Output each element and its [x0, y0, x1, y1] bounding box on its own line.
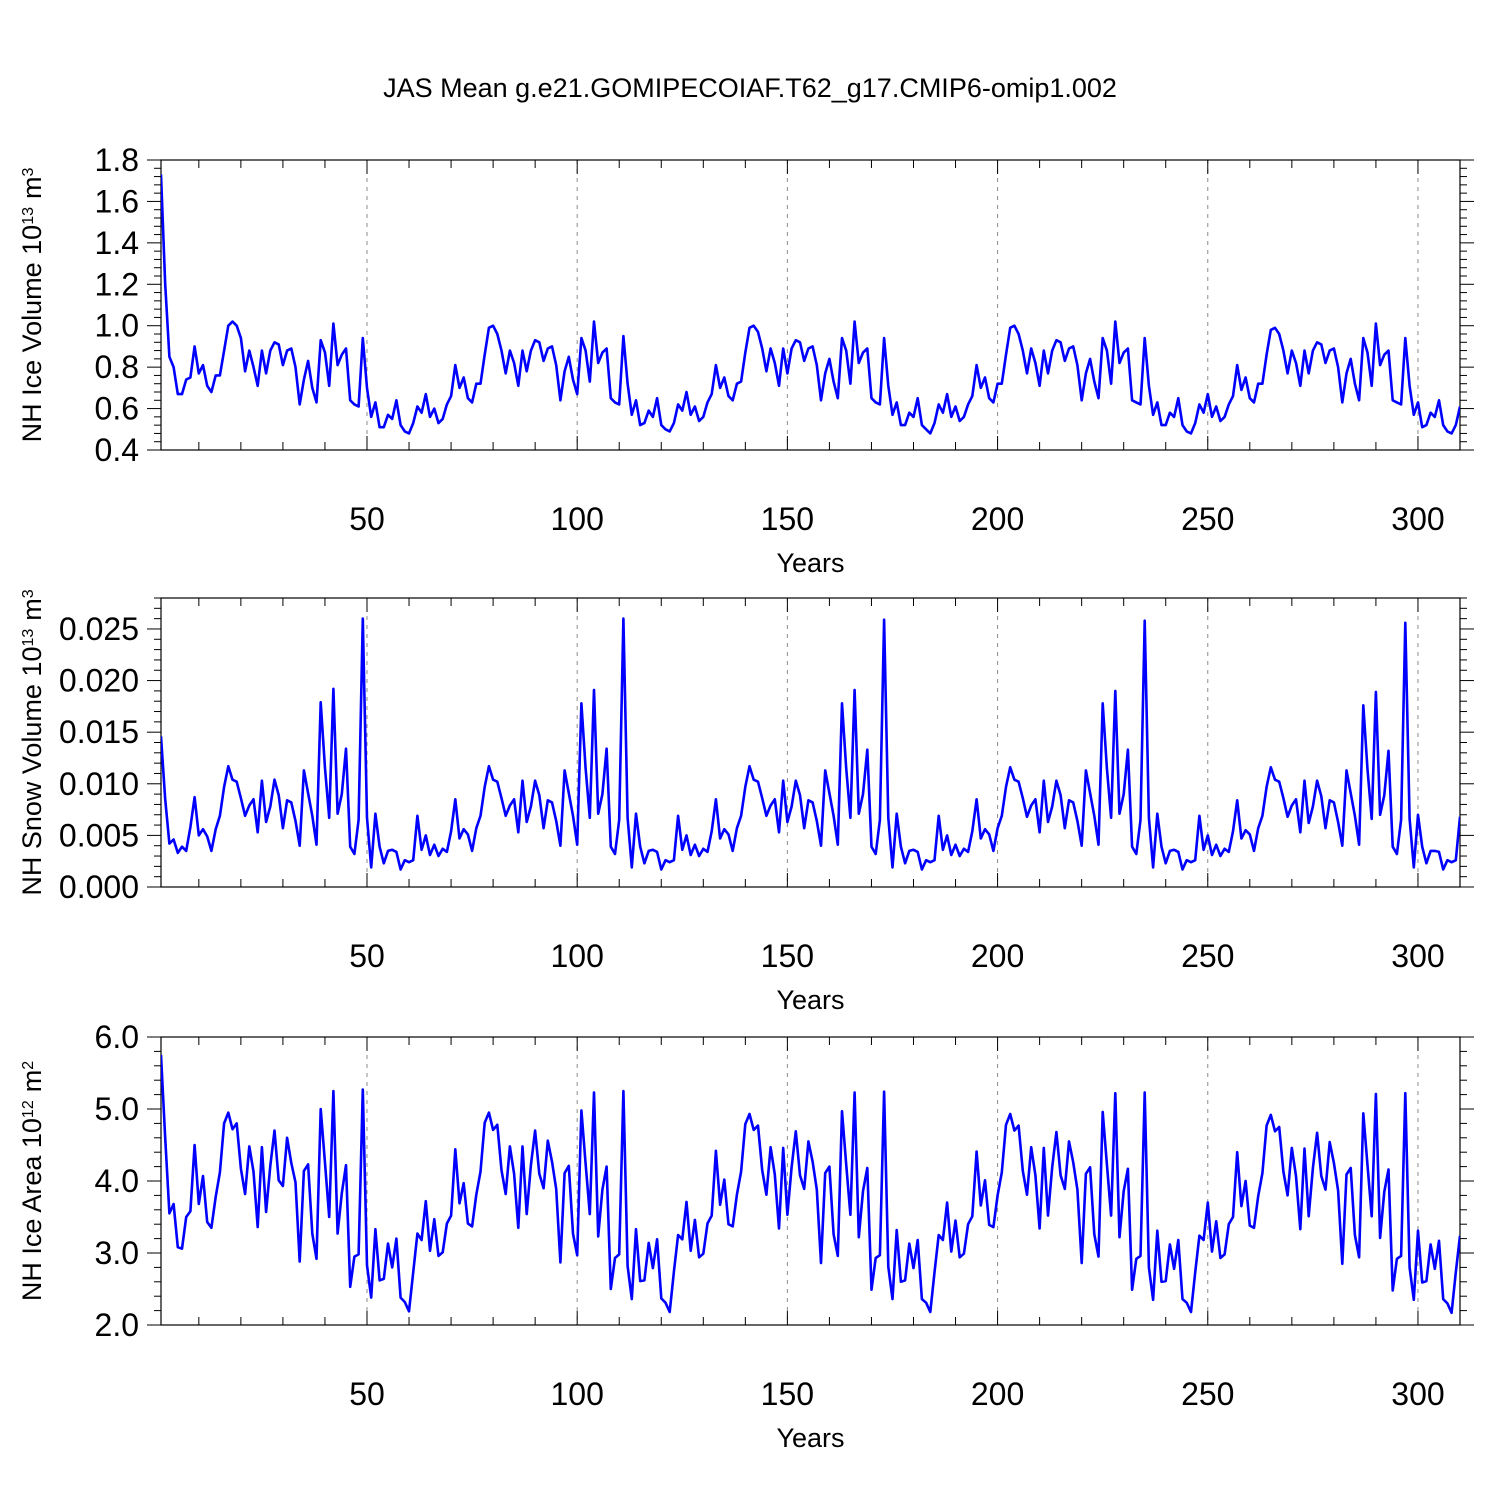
y-tick-label: 6.0: [95, 1019, 139, 1055]
y-axis-label-unit: m: [17, 1070, 47, 1093]
y-tick-label: 0.010: [59, 766, 139, 802]
y-tick-label: 0.000: [59, 869, 139, 905]
y-tick-label: 1.4: [95, 225, 139, 261]
plot-frame: [160, 1036, 1461, 1326]
plot-frame: [160, 159, 1461, 451]
x-tick-label: 250: [1181, 1376, 1234, 1412]
y-tick-label: 1.2: [95, 266, 139, 302]
y-tick-label: 0.020: [59, 663, 139, 699]
y-axis-label-text: NH Ice Area 10: [17, 1118, 47, 1301]
x-axis-label: Years: [776, 1423, 844, 1453]
panel-nh-ice-area: 50 100 150 200 250 300 2.0 3.0 4.0 5.0 6.0 Years NH …: [17, 1019, 1474, 1453]
x-axis-label: Years: [776, 985, 844, 1015]
y-axis-label: NH Ice Area 1012 m2: [17, 1061, 47, 1301]
y-tick-label: 0.4: [95, 432, 139, 468]
y-axis-label-exponent: 12: [20, 1100, 37, 1118]
figure-title: JAS Mean g.e21.GOMIPECOIAF.T62_g17.CMIP6…: [383, 73, 1117, 103]
series-line: [161, 174, 1460, 435]
x-tick-label: 100: [550, 501, 603, 537]
panel-nh-snow-volume: 50 100 150 200 250 300 0.000 0.005 0.010 0.015 0.0…: [17, 589, 1474, 1015]
y-axis-label-exponent: 13: [20, 207, 37, 225]
x-tick-label: 200: [971, 1376, 1024, 1412]
x-tick-label: 50: [349, 501, 385, 537]
x-tick-label: 250: [1181, 938, 1234, 974]
panel-nh-ice-volume: 50 100 150 200 250 300 0.4 0.6 0.8 1.0 1.2 1.4 1.6 1.…: [17, 142, 1474, 578]
y-tick-label: 1.8: [95, 142, 139, 178]
y-tick-label: 5.0: [95, 1091, 139, 1127]
y-tick-label: 0.8: [95, 349, 139, 385]
y-tick-label: 0.015: [59, 714, 139, 750]
x-tick-label: 100: [550, 1376, 603, 1412]
series-line: [161, 1054, 1460, 1315]
y-axis-label: NH Ice Volume 1013 m3: [17, 168, 47, 443]
x-tick-label: 50: [349, 938, 385, 974]
y-tick-label: 0.005: [59, 817, 139, 853]
x-tick-label: 200: [971, 938, 1024, 974]
y-tick-label: 0.6: [95, 391, 139, 427]
y-tick-label: 1.0: [95, 308, 139, 344]
x-tick-label: 300: [1391, 938, 1444, 974]
y-tick-label: 1.6: [95, 183, 139, 219]
x-tick-label: 250: [1181, 501, 1234, 537]
y-tick-label: 2.0: [95, 1307, 139, 1343]
y-axis-label-unit-exponent: 2: [20, 1061, 37, 1070]
y-axis-label-unit-exponent: 3: [20, 589, 37, 598]
x-tick-label: 300: [1391, 1376, 1444, 1412]
series-line: [161, 617, 1460, 871]
x-axis-label: Years: [776, 548, 844, 578]
x-tick-label: 150: [761, 938, 814, 974]
y-axis-label-exponent: 13: [20, 629, 37, 647]
y-axis-label-text: NH Snow Volume 10: [17, 647, 47, 896]
x-tick-label: 100: [550, 938, 603, 974]
x-tick-label: 150: [761, 501, 814, 537]
y-axis-label-unit: m: [17, 598, 47, 621]
y-tick-label: 0.025: [59, 611, 139, 647]
y-axis-label-text: NH Ice Volume 10: [17, 225, 47, 443]
y-tick-label: 3.0: [95, 1235, 139, 1271]
y-axis-label-unit: m: [17, 177, 47, 200]
y-axis-label: NH Snow Volume 1013 m3: [17, 589, 47, 895]
x-tick-label: 300: [1391, 501, 1444, 537]
y-tick-label: 4.0: [95, 1163, 139, 1199]
x-tick-label: 150: [761, 1376, 814, 1412]
x-tick-label: 50: [349, 1376, 385, 1412]
y-axis-label-unit-exponent: 3: [20, 168, 37, 177]
x-tick-label: 200: [971, 501, 1024, 537]
